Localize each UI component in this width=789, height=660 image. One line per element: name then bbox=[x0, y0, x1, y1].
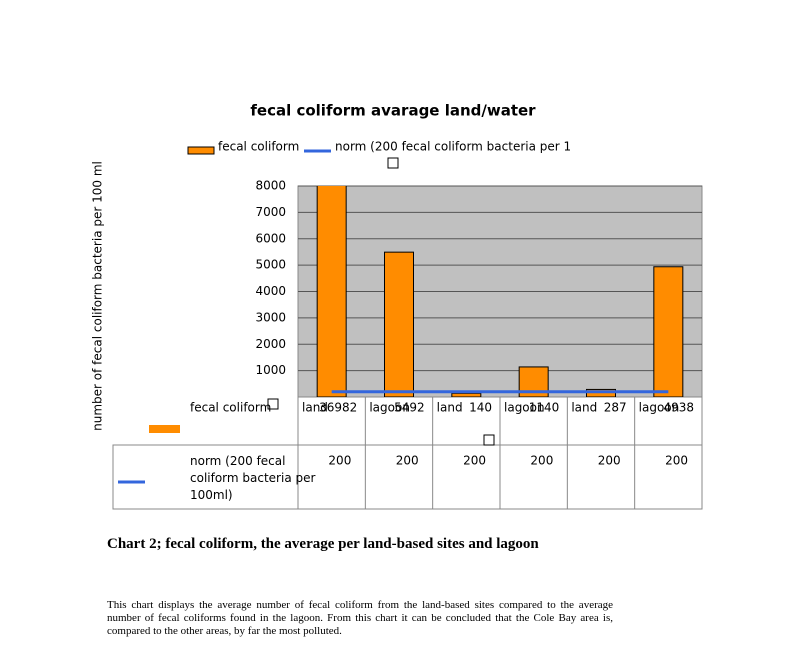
x-tick-label: lagoon bbox=[639, 401, 680, 415]
x-tick-label: lagoon bbox=[504, 401, 545, 415]
table-grid bbox=[112, 397, 703, 510]
chart-title: fecal coliform avarage land/water bbox=[250, 102, 536, 120]
paragraph: This chart displays the average number o… bbox=[107, 599, 613, 637]
bar bbox=[653, 266, 684, 397]
table-value: 287 bbox=[604, 401, 627, 415]
y-tick-label: 8000 bbox=[255, 179, 286, 193]
table-value: 1140 bbox=[529, 401, 560, 415]
y-tick-label: 6000 bbox=[255, 231, 286, 245]
bar bbox=[316, 186, 347, 397]
y-axis-label: number of fecal coliform bacteria per 10… bbox=[91, 161, 105, 431]
table-swatch bbox=[149, 425, 180, 433]
table-value: 4938 bbox=[663, 401, 694, 415]
x-tick-label: land bbox=[571, 401, 597, 415]
table-series-name: norm (200 fecal coliform bacteria per 10… bbox=[190, 454, 316, 502]
y-tick-label: 4000 bbox=[255, 284, 286, 298]
x-tick-label: land bbox=[302, 401, 328, 415]
table-value: 5492 bbox=[394, 401, 425, 415]
legend-clip: norm (200 fecal coliform bacteria per 10… bbox=[335, 140, 606, 154]
plot-clip bbox=[316, 186, 684, 397]
table-value: 200 bbox=[598, 454, 621, 468]
y-tick-label: 1000 bbox=[255, 363, 286, 377]
icon bbox=[267, 398, 279, 410]
table-value: 140 bbox=[469, 401, 492, 415]
legend-label: norm (200 fecal coliform bacteria per 10… bbox=[335, 140, 606, 154]
caption: Chart 2; fecal coliform, the average per… bbox=[107, 536, 539, 552]
bar bbox=[384, 251, 414, 397]
table-value: 200 bbox=[463, 454, 486, 468]
table-value: 36982 bbox=[319, 401, 357, 415]
legend-swatch bbox=[187, 146, 215, 155]
y-tick-label: 2000 bbox=[255, 337, 286, 351]
table-value: 200 bbox=[530, 454, 553, 468]
x-tick-label: land bbox=[437, 401, 463, 415]
table-value: 200 bbox=[665, 454, 688, 468]
table-series-name: fecal coliform bbox=[190, 401, 271, 415]
table-value: 200 bbox=[396, 454, 419, 468]
y-tick-label: 5000 bbox=[255, 258, 286, 272]
bar bbox=[451, 392, 482, 397]
icon bbox=[387, 157, 399, 169]
legend-label: fecal coliform bbox=[218, 140, 299, 154]
table-value: 200 bbox=[328, 454, 351, 468]
x-tick-label: lagoon bbox=[369, 401, 410, 415]
icon bbox=[483, 434, 495, 446]
y-tick-label: 7000 bbox=[255, 205, 286, 219]
y-tick-label: 3000 bbox=[255, 310, 286, 324]
